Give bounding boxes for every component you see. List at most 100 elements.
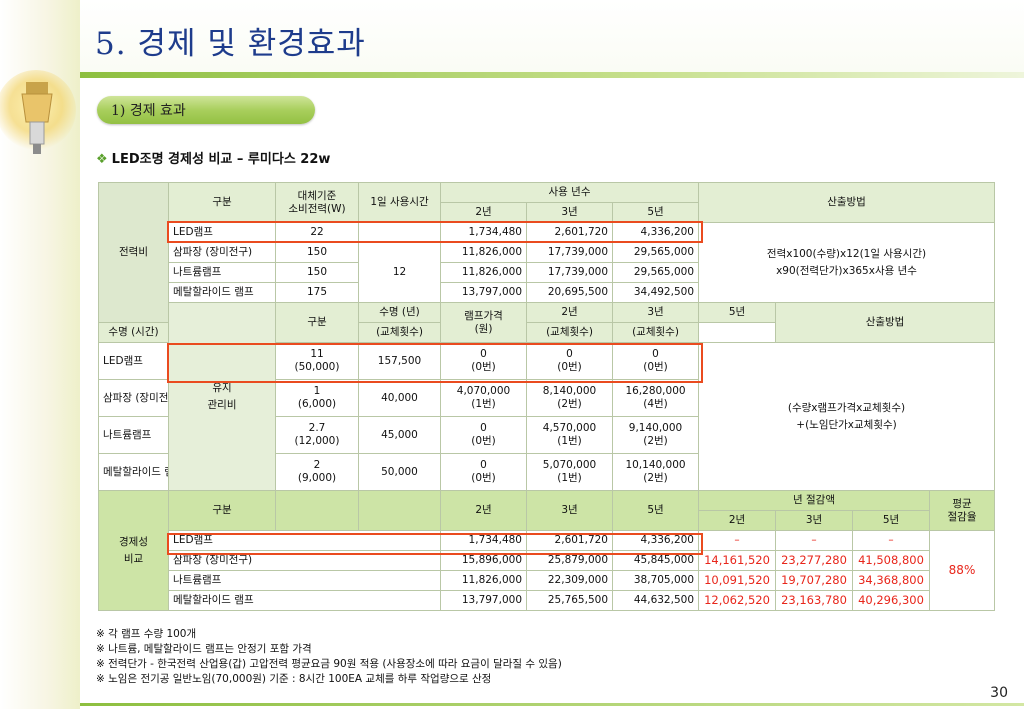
maint-h-y5: 5년	[698, 302, 776, 323]
power-method: 전력x100(수량)x12(1일 사용시간) x90(전력단가)x365x사용 …	[697, 222, 996, 303]
maint-row-y2: 0 (0번)	[440, 416, 527, 454]
bullet-text: LED조명 경제성 비교 – 루미다스 22w	[111, 152, 331, 167]
section-power: 전력비	[98, 182, 169, 323]
power-h-method: 산출방법	[697, 182, 996, 223]
power-row-y5: 29,565,000	[612, 242, 699, 263]
econ-row-s2: –	[698, 530, 776, 551]
power-row-name: 나트륨램프	[168, 262, 276, 283]
footer-divider	[80, 703, 1024, 706]
econ-row-y2: 1,734,480	[440, 530, 527, 551]
power-row-y2: 13,797,000	[440, 282, 527, 303]
econ-h-y5: 5년	[612, 490, 699, 531]
econ-avg-value: 88%	[928, 530, 996, 611]
maint-row-life: 11 (50,000)	[275, 342, 359, 380]
maint-h-method: 산출방법	[774, 302, 996, 343]
diamond-bullet-icon: ❖	[96, 152, 108, 167]
power-row-watt: 175	[275, 282, 359, 303]
econ-h-empty-b	[358, 490, 441, 531]
econ-row-y5: 4,336,200	[612, 530, 699, 551]
power-row-y2: 11,826,000	[440, 262, 527, 283]
econ-row-s5: 34,368,800	[852, 570, 930, 591]
footnote: ※ 나트륨, 메탈할라이드 램프는 안정기 포함 가격	[96, 643, 312, 655]
econ-h-s3: 3년	[775, 510, 853, 531]
maint-row-y5: 16,280,000 (4번)	[612, 379, 699, 417]
maint-row-y3: 5,070,000 (1번)	[526, 453, 613, 491]
power-row-y5: 4,336,200	[612, 222, 699, 243]
power-h-years: 사용 년수	[440, 182, 699, 203]
maint-row-price: 45,000	[358, 416, 441, 454]
econ-row-name: 나트륨램프	[168, 570, 441, 591]
page-title: 5. 경제 및 환경효과	[95, 26, 366, 62]
econ-row-s5: –	[852, 530, 930, 551]
econ-row-y3: 2,601,720	[526, 530, 613, 551]
maint-row-price: 50,000	[358, 453, 441, 491]
econ-h-empty-a	[275, 490, 359, 531]
econ-h-avg: 평균 절감율	[928, 490, 996, 531]
footnotes: ※ 각 램프 수량 100개 ※ 나트륨, 메탈할라이드 램프는 안정기 포함 …	[96, 627, 562, 687]
econ-h-s2: 2년	[698, 510, 776, 531]
maint-method: (수량x램프가격x교체횟수) +(노임단가x교체횟수)	[697, 342, 996, 491]
maint-h-replace: (교체횟수)	[612, 322, 699, 343]
footnote: ※ 전력단가 - 한국전력 산업용(갑) 고압전력 평균요금 90원 적용 (사…	[96, 658, 562, 670]
econ-row-y2: 11,826,000	[440, 570, 527, 591]
econ-row-y3: 25,879,000	[526, 550, 613, 571]
econ-h-savings: 년 절감액	[698, 490, 930, 511]
econ-row-s3: 23,277,280	[775, 550, 853, 571]
maint-row-y2: 4,070,000 (1번)	[440, 379, 527, 417]
econ-row-s3: –	[775, 530, 853, 551]
maint-row-name: 메탈할라이드 램프	[98, 453, 169, 491]
econ-row-name: 메탈할라이드 램프	[168, 590, 441, 611]
econ-row-s3: 19,707,280	[775, 570, 853, 591]
maint-row-life: 2 (9,000)	[275, 453, 359, 491]
maint-row-y5: 9,140,000 (2번)	[612, 416, 699, 454]
power-row-y3: 17,739,000	[526, 242, 613, 263]
maint-row-y2: 0 (0번)	[440, 453, 527, 491]
econ-row-y2: 13,797,000	[440, 590, 527, 611]
bullet-heading: ❖ LED조명 경제성 비교 – 루미다스 22w	[96, 148, 330, 167]
power-row-y3: 20,695,500	[526, 282, 613, 303]
econ-row-s2: 12,062,520	[698, 590, 776, 611]
maint-row-y2: 0 (0번)	[440, 342, 527, 380]
power-hours-value: 12	[358, 242, 441, 303]
maint-row-y5: 0 (0번)	[612, 342, 699, 380]
econ-row-s5: 40,296,300	[852, 590, 930, 611]
econ-row-y3: 25,765,500	[526, 590, 613, 611]
title-divider	[80, 72, 1024, 78]
power-row-name: 삼파장 (장미전구)	[168, 242, 276, 263]
econ-row-y3: 22,309,000	[526, 570, 613, 591]
power-row-watt: 150	[275, 242, 359, 263]
econ-row-s2: 14,161,520	[698, 550, 776, 571]
econ-row-y5: 45,845,000	[612, 550, 699, 571]
power-row-y3: 17,739,000	[526, 262, 613, 283]
maint-row-name: LED램프	[98, 342, 169, 380]
left-decor-strip	[0, 0, 80, 709]
page-number: 30	[990, 685, 1008, 701]
economy-table: 전력비 구분 대체기준 소비전력(W) 1일 사용시간 사용 년수 산출방법 2…	[98, 182, 996, 611]
econ-row-s5: 41,508,800	[852, 550, 930, 571]
power-row-name: 메탈할라이드 램프	[168, 282, 276, 303]
econ-row-name: LED램프	[168, 530, 441, 551]
title-bar	[80, 0, 1024, 74]
power-h-y2: 2년	[440, 202, 527, 223]
power-h-watt: 대체기준 소비전력(W)	[275, 182, 359, 223]
maint-row-life: 2.7 (12,000)	[275, 416, 359, 454]
section-maint: 유지 관리비	[168, 302, 276, 491]
power-row-y5: 29,565,000	[612, 262, 699, 283]
econ-h-s5: 5년	[852, 510, 930, 531]
power-row-y5: 34,492,500	[612, 282, 699, 303]
power-row-name: LED램프	[168, 222, 276, 243]
power-row-y3: 2,601,720	[526, 222, 613, 243]
maint-h-y3: 3년	[612, 302, 699, 323]
econ-row-name: 삼파장 (장미전구)	[168, 550, 441, 571]
section-econ: 경제성 비교	[98, 490, 169, 611]
maint-row-life: 1 (6,000)	[275, 379, 359, 417]
power-row-y2: 1,734,480	[440, 222, 527, 243]
power-h-gubun: 구분	[168, 182, 276, 223]
maint-row-y3: 8,140,000 (2번)	[526, 379, 613, 417]
maint-row-y3: 4,570,000 (1번)	[526, 416, 613, 454]
maint-row-name: 나트륨램프	[98, 416, 169, 454]
maint-row-y3: 0 (0번)	[526, 342, 613, 380]
maint-h-gubun: 구분	[275, 302, 359, 343]
power-row-watt: 150	[275, 262, 359, 283]
power-row-y2: 11,826,000	[440, 242, 527, 263]
